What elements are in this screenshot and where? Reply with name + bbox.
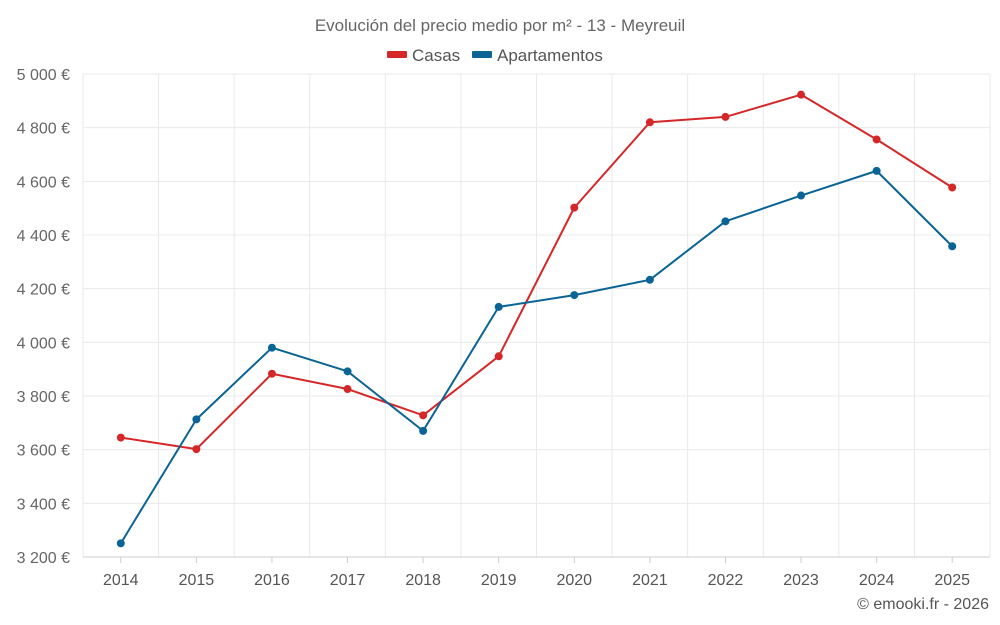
- data-point-apartamentos[interactable]: [343, 367, 352, 376]
- legend-label-apartamentos: Apartamentos: [497, 46, 603, 65]
- data-point-apartamentos[interactable]: [872, 166, 881, 175]
- legend-item-casas[interactable]: Casas: [387, 46, 460, 65]
- legend-label-casas: Casas: [412, 46, 460, 65]
- data-point-casas[interactable]: [494, 352, 503, 361]
- data-point-casas[interactable]: [721, 112, 730, 121]
- y-tick-label: 4 800 €: [17, 121, 70, 138]
- data-point-casas[interactable]: [419, 411, 428, 420]
- x-tick-label: 2023: [783, 572, 819, 589]
- data-point-apartamentos[interactable]: [419, 426, 428, 435]
- x-tick-label: 2021: [632, 572, 668, 589]
- y-tick-label: 5 000 €: [17, 67, 70, 84]
- legend-swatch-apartamentos: [472, 51, 492, 58]
- data-point-apartamentos[interactable]: [948, 242, 957, 251]
- x-tick-label: 2019: [481, 572, 517, 589]
- data-point-apartamentos[interactable]: [267, 343, 276, 352]
- x-tick-label: 2018: [405, 572, 441, 589]
- data-point-apartamentos[interactable]: [192, 415, 201, 424]
- credit-text: © emooki.fr - 2026: [857, 596, 989, 613]
- y-tick-label: 4 200 €: [17, 282, 70, 299]
- data-point-casas[interactable]: [192, 445, 201, 454]
- y-tick-label: 4 600 €: [17, 174, 70, 191]
- grid: [82, 73, 991, 558]
- data-point-casas[interactable]: [872, 135, 881, 144]
- legend-item-apartamentos[interactable]: Apartamentos: [472, 46, 603, 65]
- series-line-apartamentos: [119, 169, 953, 544]
- y-tick-label: 4 400 €: [17, 228, 70, 245]
- x-tick-label: 2024: [859, 572, 895, 589]
- series-line-casas: [120, 93, 953, 451]
- data-point-apartamentos[interactable]: [116, 539, 125, 548]
- data-point-casas[interactable]: [267, 369, 276, 378]
- x-tick-label: 2020: [556, 572, 592, 589]
- data-point-apartamentos[interactable]: [645, 275, 654, 284]
- data-point-casas[interactable]: [797, 90, 806, 99]
- data-point-casas[interactable]: [948, 183, 957, 192]
- data-point-casas[interactable]: [570, 203, 579, 212]
- y-axis: 3 200 € 3 400 € 3 600 € 3 800 € 4 000 € 4 200…: [17, 67, 70, 567]
- data-point-apartamentos[interactable]: [570, 291, 579, 300]
- x-axis: 2014 2015 2016 2017 2018 2019 2020 2021 2022 2023…: [83, 556, 990, 589]
- legend-swatch-casas: [387, 51, 407, 58]
- y-tick-label: 3 600 €: [17, 443, 70, 460]
- data-point-apartamentos[interactable]: [797, 191, 806, 200]
- data-point-apartamentos[interactable]: [721, 217, 730, 226]
- data-point-apartamentos[interactable]: [494, 302, 503, 311]
- series: [116, 90, 957, 548]
- data-point-casas[interactable]: [116, 433, 125, 442]
- chart-title: Evolución del precio medio por m² - 13 -…: [315, 16, 685, 35]
- y-tick-label: 3 400 €: [17, 496, 70, 513]
- x-tick-label: 2014: [103, 572, 139, 589]
- x-tick-label: 2017: [330, 572, 366, 589]
- y-tick-label: 3 200 €: [17, 550, 70, 567]
- y-tick-label: 3 800 €: [17, 389, 70, 406]
- x-tick-label: 2016: [254, 572, 290, 589]
- y-tick-label: 4 000 €: [17, 335, 70, 352]
- x-tick-label: 2025: [934, 572, 970, 589]
- legend[interactable]: Casas Apartamentos: [387, 46, 603, 65]
- x-tick-label: 2015: [179, 572, 215, 589]
- x-tick-label: 2022: [708, 572, 744, 589]
- data-point-casas[interactable]: [645, 118, 654, 127]
- data-point-casas[interactable]: [343, 385, 352, 394]
